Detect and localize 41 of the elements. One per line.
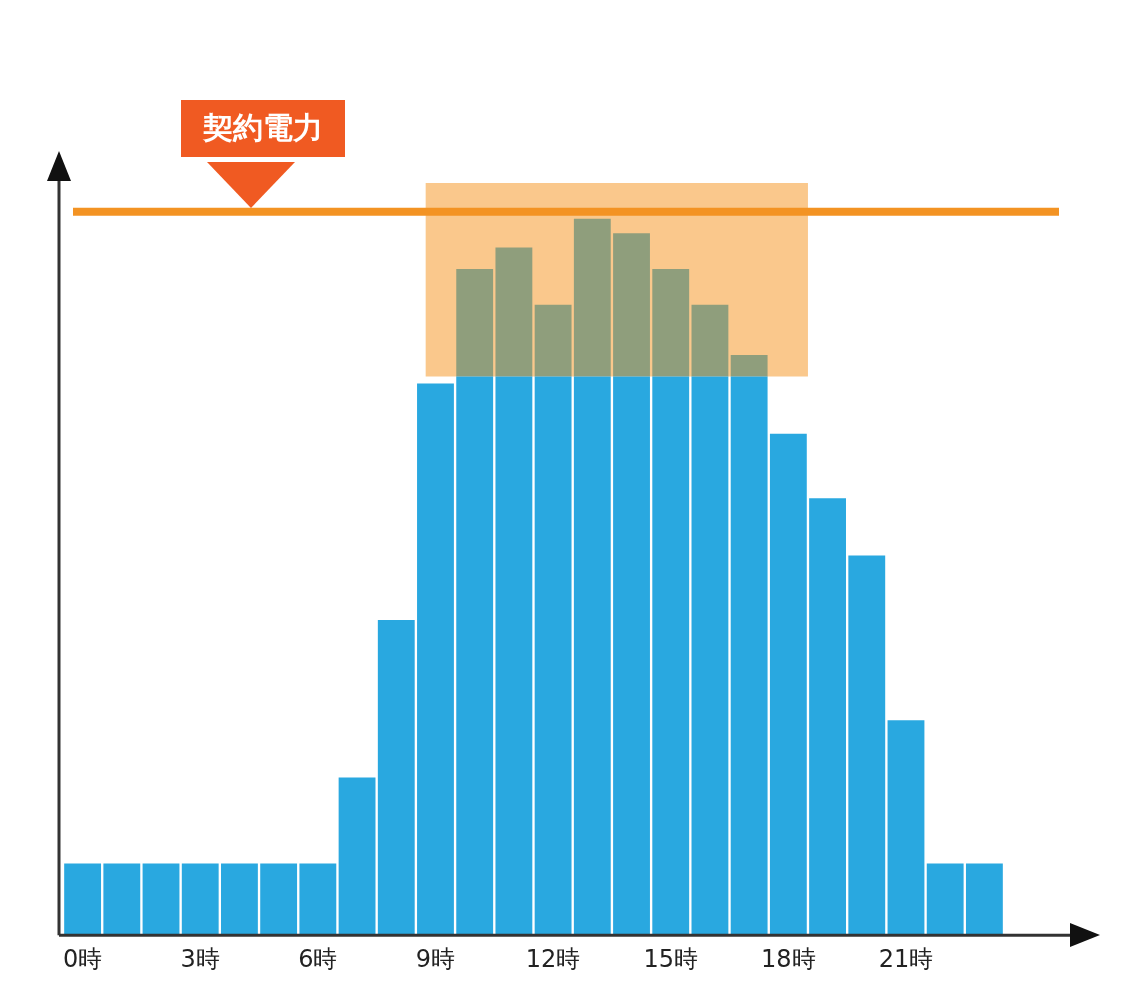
bar: [730, 376, 768, 936]
bar: [260, 863, 298, 936]
bar: [573, 218, 611, 377]
bar: [926, 863, 964, 936]
bar: [730, 354, 768, 377]
x-tick-label: 0時: [62, 944, 103, 973]
x-tick-label: 3時: [180, 944, 220, 973]
bar: [495, 247, 533, 377]
bar: [965, 863, 1003, 936]
bar: [534, 376, 572, 936]
bar: [652, 268, 690, 377]
bar: [103, 863, 141, 936]
bar: [456, 268, 494, 377]
bar: [417, 383, 454, 936]
bar: [142, 863, 180, 936]
bar: [456, 376, 494, 936]
bar: [64, 863, 102, 936]
bar: [809, 498, 846, 936]
bar: [652, 376, 690, 936]
x-tick-label: 21時: [878, 944, 934, 973]
bar: [848, 555, 886, 936]
x-tick-label: 12時: [525, 944, 581, 973]
bar: [495, 376, 533, 936]
x-tick-label: 9時: [415, 944, 456, 973]
bar: [887, 720, 925, 936]
bar: [573, 376, 611, 936]
bar: [377, 619, 415, 936]
ref-line-label: 契約電力: [181, 99, 345, 157]
bar: [691, 304, 729, 377]
bar: [613, 376, 650, 936]
bar: [613, 233, 650, 377]
x-tick-label: 18時: [761, 944, 816, 973]
bar: [181, 863, 219, 936]
bar: [221, 863, 258, 936]
bar: [769, 433, 807, 936]
x-tick-label: 15時: [643, 944, 698, 973]
x-tick-label: 6時: [298, 944, 338, 973]
bar: [299, 863, 337, 936]
bar: [691, 376, 729, 936]
bar: [338, 777, 376, 936]
bar: [534, 304, 572, 377]
